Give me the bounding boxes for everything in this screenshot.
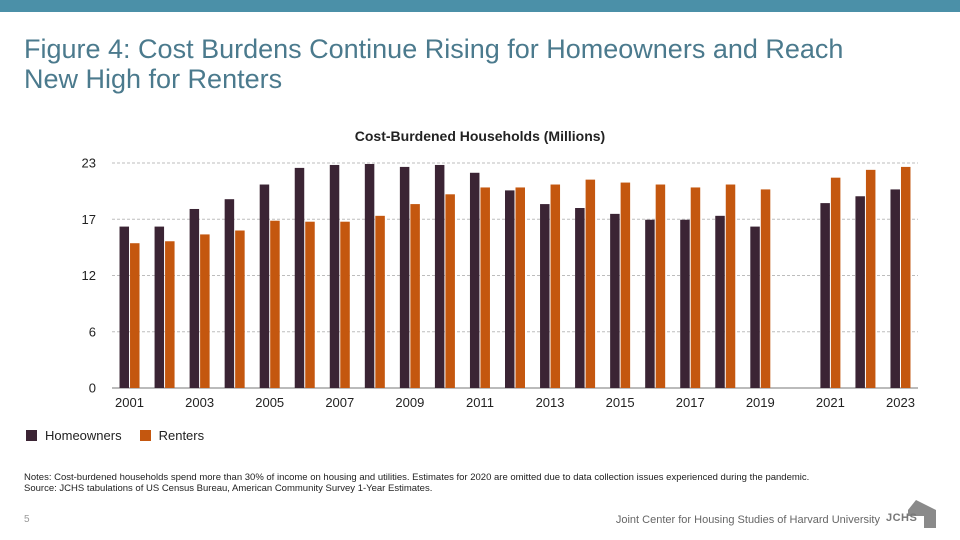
x-tick-label: 2003 (185, 395, 214, 410)
bar-homeowners-2018 (715, 215, 725, 388)
y-tick-label: 23 (82, 156, 96, 171)
y-tick-label: 0 (89, 381, 96, 396)
bar-homeowners-2008 (364, 163, 375, 388)
bar-renters-2001 (130, 243, 140, 388)
legend-item-homeowners: Homeowners (26, 428, 122, 443)
x-tick-label: 2009 (395, 395, 424, 410)
bar-homeowners-2023 (890, 189, 900, 388)
x-tick-label: 2019 (746, 395, 775, 410)
jchs-house-logo-icon (908, 500, 936, 528)
bar-homeowners-2021 (820, 203, 830, 388)
bar-homeowners-2017 (680, 219, 690, 388)
slide-title-line-1: Figure 4: Cost Burdens Continue Rising f… (24, 34, 844, 64)
bar-renters-2015 (620, 182, 631, 388)
bar-renters-2014 (585, 179, 596, 388)
chart-title: Cost-Burdened Households (Millions) (354, 128, 606, 144)
bar-renters-2012 (515, 187, 525, 388)
bar-renters-2006 (305, 221, 315, 388)
bar-homeowners-2012 (505, 190, 515, 388)
bar-homeowners-2009 (399, 166, 410, 388)
x-tick-label: 2013 (536, 395, 565, 410)
y-tick-label: 17 (82, 212, 96, 227)
y-tick-label: 6 (89, 324, 96, 339)
legend-label-homeowners: Homeowners (45, 428, 122, 443)
bar-renters-2013 (550, 184, 561, 388)
slide-title-line-2: New High for Renters (24, 64, 283, 94)
footer-organization: Joint Center for Housing Studies of Harv… (615, 514, 880, 526)
chart-notes: Notes: Cost-burdened households spend mo… (24, 472, 884, 494)
legend-swatch-renters (139, 430, 151, 441)
chart-legend: Homeowners Renters (26, 428, 222, 443)
bar-homeowners-2015 (610, 213, 620, 388)
page-number: 5 (24, 514, 30, 525)
slide-title: Figure 4: Cost Burdens Continue Rising f… (24, 34, 924, 94)
x-tick-label: 2005 (255, 395, 284, 410)
legend-label-renters: Renters (158, 428, 205, 443)
bar-homeowners-2003 (189, 208, 200, 388)
bar-homeowners-2010 (434, 164, 445, 388)
x-tick-label: 2017 (676, 395, 705, 410)
bar-homeowners-2016 (645, 219, 655, 388)
x-tick-label: 2011 (466, 395, 494, 410)
bar-renters-2007 (340, 221, 350, 388)
bar-renters-2023 (900, 166, 911, 388)
bar-renters-2021 (830, 177, 841, 388)
bar-renters-2022 (865, 169, 876, 388)
bar-homeowners-2001 (119, 226, 130, 388)
x-tick-label: 2001 (115, 395, 144, 410)
bar-homeowners-2006 (294, 167, 305, 388)
legend-swatch-homeowners (26, 430, 37, 441)
bar-homeowners-2014 (575, 208, 585, 388)
bar-renters-2016 (655, 184, 666, 388)
bar-renters-2005 (270, 220, 280, 388)
bar-renters-2010 (445, 194, 455, 388)
legend-item-renters: Renters (139, 428, 205, 443)
bar-renters-2002 (165, 241, 175, 388)
source-text: Source: JCHS tabulations of US Census Bu… (24, 483, 433, 494)
y-tick-label: 12 (82, 268, 96, 283)
x-tick-label: 2015 (606, 395, 635, 410)
bar-homeowners-2022 (855, 196, 865, 388)
bar-renters-2008 (375, 215, 385, 388)
x-tick-label: 2021 (816, 395, 845, 410)
bar-renters-2004 (235, 230, 245, 388)
bar-homeowners-2005 (259, 184, 270, 388)
bar-renters-2003 (200, 234, 210, 388)
bar-homeowners-2007 (329, 164, 340, 388)
bar-homeowners-2013 (540, 204, 550, 388)
bar-renters-2017 (690, 187, 701, 388)
bar-renters-2011 (480, 187, 490, 388)
top-accent-band (0, 0, 960, 12)
bar-homeowners-2011 (469, 172, 480, 388)
bar-renters-2009 (410, 204, 420, 388)
bar-renters-2018 (725, 184, 736, 388)
bar-homeowners-2002 (154, 226, 165, 388)
bar-renters-2019 (760, 189, 771, 388)
jchs-logo-text: JCHS (886, 512, 918, 524)
bar-homeowners-2004 (224, 199, 235, 388)
x-tick-label: 2023 (886, 395, 915, 410)
x-tick-label: 2007 (325, 395, 354, 410)
notes-text: Notes: Cost-burdened households spend mo… (24, 472, 810, 483)
bar-homeowners-2019 (750, 226, 760, 388)
